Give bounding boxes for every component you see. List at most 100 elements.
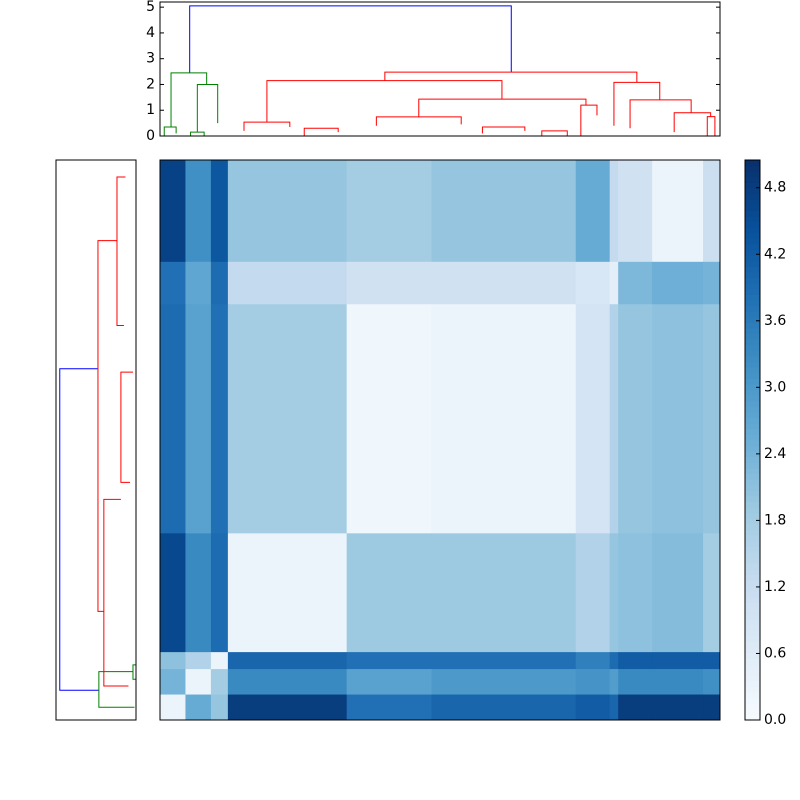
- heatmap-cell: [185, 694, 212, 721]
- colorbar-step: [745, 641, 760, 648]
- dendrogram-link: [189, 5, 512, 73]
- colorbar-step: [745, 675, 760, 682]
- dendrogram-link: [243, 121, 291, 131]
- colorbar-step: [745, 350, 760, 357]
- colorbar-step: [745, 658, 760, 665]
- heatmap-cell: [210, 261, 229, 305]
- colorbar-tick-label: 0.0: [764, 712, 786, 728]
- heatmap-cell: [575, 694, 611, 721]
- colorbar-tick-label: 1.8: [764, 512, 786, 528]
- heatmap-cell: [431, 669, 577, 696]
- colorbar-step: [745, 451, 760, 458]
- colorbar-step: [745, 232, 760, 239]
- colorbar-step: [745, 322, 760, 329]
- colorbar-step: [745, 540, 760, 547]
- colorbar-step: [745, 428, 760, 435]
- colorbar-step: [745, 468, 760, 475]
- colorbar-step: [745, 585, 760, 592]
- heatmap-cell: [185, 304, 212, 534]
- colorbar-step: [745, 244, 760, 251]
- heatmap-cell: [652, 261, 704, 305]
- colorbar-step: [745, 423, 760, 430]
- heatmap-cell: [431, 304, 577, 534]
- heatmap-cell: [703, 669, 721, 696]
- heatmap-cell: [618, 694, 653, 721]
- colorbar-step: [745, 445, 760, 452]
- colorbar-step: [745, 703, 760, 710]
- colorbar-step: [745, 339, 760, 346]
- colorbar-step: [745, 266, 760, 273]
- colorbar-step: [745, 367, 760, 374]
- dendrogram-link: [59, 368, 99, 691]
- heatmap-cell: [575, 652, 611, 670]
- heatmap-cell: [160, 304, 186, 534]
- heatmap-cell: [346, 304, 433, 534]
- heatmap-cell: [618, 533, 653, 653]
- heatmap-cell: [575, 160, 611, 263]
- dendrogram-link: [97, 240, 117, 612]
- heatmap-cell: [185, 669, 212, 696]
- colorbar-step: [745, 608, 760, 615]
- heatmap-cell: [160, 694, 186, 721]
- heatmap-cell: [609, 694, 619, 721]
- colorbar-step: [745, 669, 760, 676]
- dendrogram-link: [541, 130, 568, 136]
- dendrogram-link: [375, 116, 462, 126]
- colorbar-step: [745, 199, 760, 206]
- heatmap-cell: [575, 304, 611, 534]
- dendrogram-link: [613, 81, 661, 126]
- colorbar-step: [745, 372, 760, 379]
- colorbar-step: [745, 619, 760, 626]
- colorbar-step: [745, 462, 760, 469]
- heatmap-cell: [609, 304, 619, 534]
- heatmap-cell: [618, 652, 653, 670]
- heatmap-cell: [227, 160, 348, 263]
- colorbar-step: [745, 300, 760, 307]
- heatmap-cell: [609, 669, 619, 696]
- heatmap-cell: [346, 261, 433, 305]
- colorbar-step: [745, 479, 760, 486]
- colorbar-step: [745, 294, 760, 301]
- dendrogram-link: [673, 112, 712, 133]
- colorbar-step: [745, 647, 760, 654]
- colorbar-step: [745, 384, 760, 391]
- colorbar-step: [745, 501, 760, 508]
- colorbar-step: [745, 473, 760, 480]
- colorbar-step: [745, 591, 760, 598]
- dendrogram-link: [163, 126, 177, 136]
- dendrogram-link: [98, 671, 135, 708]
- heatmap-cell: [227, 533, 348, 653]
- heatmap-cell: [346, 533, 433, 653]
- y-tick-label: 5: [146, 0, 155, 15]
- colorbar-step: [745, 456, 760, 463]
- colorbar-step: [745, 440, 760, 447]
- colorbar-tick-label: 1.2: [764, 579, 786, 595]
- heatmap-cell: [575, 261, 611, 305]
- colorbar-step: [745, 417, 760, 424]
- heatmap-cell: [609, 652, 619, 670]
- dendrogram-link: [116, 176, 126, 326]
- heatmap-cell: [227, 694, 348, 721]
- colorbar-step: [745, 344, 760, 351]
- colorbar-step: [745, 311, 760, 318]
- heatmap-cell: [227, 652, 348, 670]
- colorbar-step: [745, 160, 760, 167]
- colorbar-step: [745, 512, 760, 519]
- heatmap-cell: [652, 533, 704, 653]
- heatmap-cell: [652, 652, 704, 670]
- heatmap-cell: [652, 694, 704, 721]
- dendrogram-link: [481, 126, 526, 134]
- dendrogram-link: [120, 371, 133, 483]
- colorbar-step: [745, 529, 760, 536]
- colorbar-step: [745, 686, 760, 693]
- heatmap-cell: [210, 669, 229, 696]
- colorbar-step: [745, 613, 760, 620]
- heatmap-cell: [210, 694, 229, 721]
- colorbar-step: [745, 316, 760, 323]
- heatmap-cell: [703, 261, 721, 305]
- heatmap-cell: [609, 160, 619, 263]
- colorbar-step: [745, 602, 760, 609]
- heatmap-cell: [431, 261, 577, 305]
- heatmap-cell: [703, 694, 721, 721]
